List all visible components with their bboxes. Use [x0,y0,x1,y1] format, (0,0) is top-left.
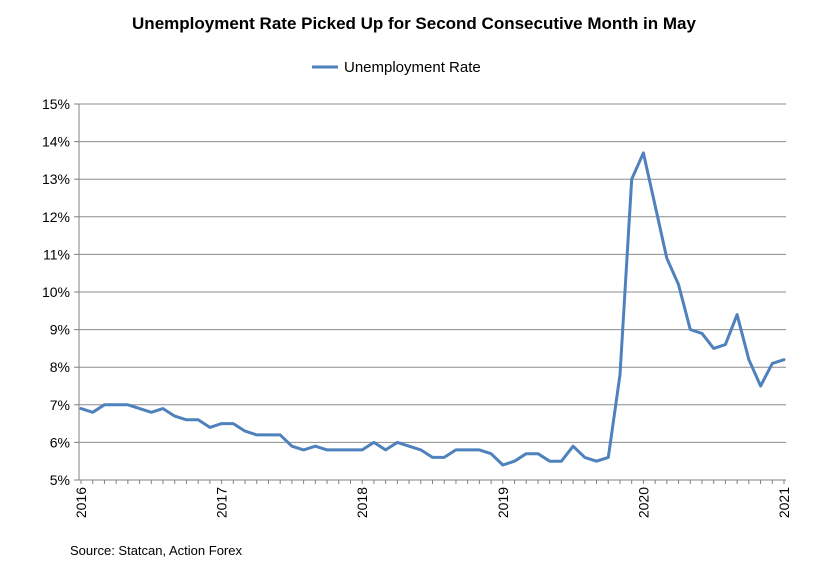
y-tick-label: 15% [42,96,70,112]
x-tick-label: 2020 [635,487,651,518]
y-axis-ticks: 5% 6% 7% 8% 9% 10% 11% 12% 13% 14% 15% [42,96,80,488]
y-tick-label: 14% [42,134,70,150]
y-tick-label: 6% [50,434,70,450]
x-tick-label: 2021 [776,487,792,518]
gridlines [79,103,786,481]
x-tick-label: 2019 [495,487,511,518]
x-tick-label: 2017 [214,487,230,518]
y-tick-label: 12% [42,209,70,225]
series-line-unemployment-rate [79,151,786,467]
y-tick-label: 5% [50,472,70,488]
y-tick-label: 13% [42,171,70,187]
y-tick-label: 11% [43,246,70,262]
legend: Unemployment Rate [312,59,481,76]
legend-label-unemployment-rate: Unemployment Rate [344,59,481,76]
y-tick-label: 9% [50,322,70,338]
x-axis: 2016 2017 2018 2019 2020 2021 [73,480,792,518]
y-tick-label: 7% [50,397,70,413]
y-tick-label: 10% [42,284,70,300]
source-note: Source: Statcan, Action Forex [70,543,242,558]
y-tick-label: 8% [50,359,70,375]
x-tick-label: 2016 [73,487,89,518]
chart-title: Unemployment Rate Picked Up for Second C… [132,14,696,33]
x-tick-label: 2018 [354,487,370,518]
series-group [79,151,786,467]
